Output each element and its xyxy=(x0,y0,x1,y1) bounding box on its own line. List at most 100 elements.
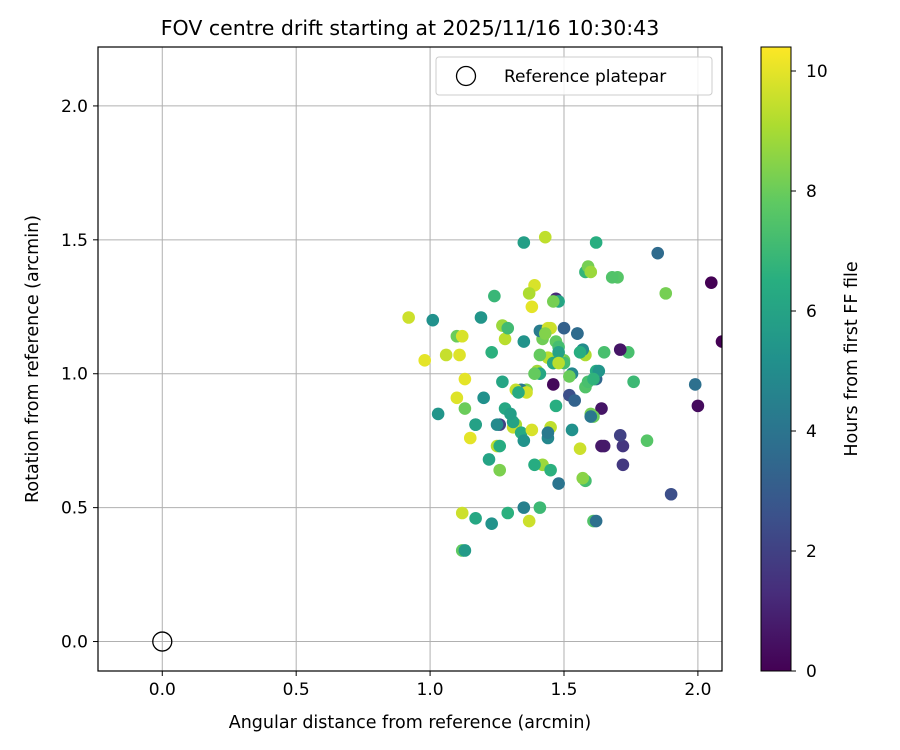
colorbar xyxy=(760,46,792,672)
scatter-point xyxy=(418,354,432,367)
scatter-point xyxy=(538,230,552,244)
y-tick-label: 2.0 xyxy=(61,97,88,117)
x-tick-label: 0.0 xyxy=(149,680,176,700)
scatter-point xyxy=(546,295,560,308)
scatter-point xyxy=(528,458,541,472)
scatter-point xyxy=(613,343,627,356)
y-tick-label: 0.0 xyxy=(61,633,88,653)
scatter-point xyxy=(453,348,466,362)
scatter-point xyxy=(517,236,531,249)
scatter-point xyxy=(496,375,509,389)
scatter-point xyxy=(522,514,536,528)
colorbar-tick-label: 0 xyxy=(806,662,817,682)
scatter-point xyxy=(627,375,640,389)
scatter-point xyxy=(498,332,512,346)
y-axis-ticks: 0.0 0.5 1.0 1.5 2.0 xyxy=(61,97,98,653)
scatter-point xyxy=(584,265,598,279)
scatter-point xyxy=(691,399,705,413)
scatter-point xyxy=(549,399,563,413)
scatter-point xyxy=(538,327,552,340)
scatter-point xyxy=(517,434,531,447)
scatter-point xyxy=(616,439,630,453)
scatter-point xyxy=(501,321,515,335)
scatter-point xyxy=(573,346,587,359)
legend-label: Reference platepar xyxy=(504,67,666,87)
colorbar-label: Hours from first FF file xyxy=(842,261,862,456)
x-tick-label: 1.5 xyxy=(550,680,577,700)
scatter-point xyxy=(458,372,472,386)
scatter-point xyxy=(557,321,571,335)
scatter-point xyxy=(458,544,472,557)
colorbar-tick-label: 6 xyxy=(806,302,817,322)
scatter-point xyxy=(485,517,498,531)
scatter-point xyxy=(552,477,565,490)
scatter-point xyxy=(522,287,536,300)
scatter-point xyxy=(469,512,482,525)
x-tick-label: 0.5 xyxy=(283,680,310,700)
scatter-point xyxy=(651,246,665,260)
reference-platepar-marker xyxy=(152,631,173,652)
scatter-point xyxy=(517,335,531,348)
scatter-point xyxy=(455,329,469,343)
scatter-point xyxy=(528,367,541,381)
scatter-point xyxy=(504,407,517,421)
scatter-point xyxy=(640,434,654,447)
scatter-point xyxy=(458,402,472,415)
scatter-point xyxy=(493,439,507,453)
colorbar-tick-label: 4 xyxy=(806,422,817,442)
scatter-points xyxy=(402,230,722,557)
scatter-point xyxy=(589,514,603,528)
scatter-point xyxy=(501,506,515,520)
y-tick-label: 1.0 xyxy=(61,365,88,385)
plot-frame xyxy=(97,46,723,672)
scatter-point xyxy=(552,356,565,370)
scatter-point xyxy=(565,423,579,437)
scatter-point xyxy=(546,378,560,391)
y-axis-label: Rotation from reference (arcmin) xyxy=(23,215,43,503)
scatter-point xyxy=(485,346,498,359)
scatter-point xyxy=(595,402,608,415)
scatter-point xyxy=(525,300,539,314)
scatter-point xyxy=(533,348,547,362)
scatter-point xyxy=(595,439,608,453)
scatter-point xyxy=(568,394,582,407)
scatter-point xyxy=(541,426,555,439)
scatter-point xyxy=(517,501,531,514)
scatter-point xyxy=(402,311,415,324)
scatter-point xyxy=(455,506,469,520)
scatter-point xyxy=(616,458,630,472)
scatter-point xyxy=(490,418,504,431)
scatter-point xyxy=(704,276,718,289)
x-axis-ticks: 0.0 0.5 1.0 1.5 2.0 xyxy=(149,671,711,700)
plot-area xyxy=(98,47,722,671)
y-tick-label: 1.5 xyxy=(61,231,88,251)
x-tick-label: 1.0 xyxy=(417,680,444,700)
colorbar-tick-label: 2 xyxy=(806,542,817,562)
scatter-point xyxy=(493,463,507,477)
scatter-point xyxy=(613,429,627,442)
scatter-point xyxy=(584,410,598,423)
y-tick-label: 0.5 xyxy=(61,499,88,519)
scatter-point xyxy=(463,431,477,445)
scatter-point xyxy=(552,346,565,359)
scatter-point xyxy=(431,407,445,421)
x-tick-label: 2.0 xyxy=(684,680,711,700)
scatter-point xyxy=(488,289,501,303)
chart-title: FOV centre drift starting at 2025/11/16 … xyxy=(161,16,660,40)
scatter-point xyxy=(544,463,557,477)
x-axis-label: Angular distance from reference (arcmin) xyxy=(229,713,592,733)
scatter-point xyxy=(576,471,590,485)
scatter-point xyxy=(605,271,619,284)
scatter-point xyxy=(571,327,584,340)
scatter-point xyxy=(688,378,702,391)
scatter-point xyxy=(533,501,547,514)
colorbar-tick-label: 10 xyxy=(806,62,828,82)
scatter-point xyxy=(597,346,611,359)
scatter-point xyxy=(469,418,482,431)
legend-reference-marker xyxy=(455,65,477,87)
scatter-point xyxy=(477,391,490,405)
legend-box xyxy=(435,56,713,96)
scatter-point xyxy=(563,370,576,383)
scatter-point xyxy=(439,348,453,362)
